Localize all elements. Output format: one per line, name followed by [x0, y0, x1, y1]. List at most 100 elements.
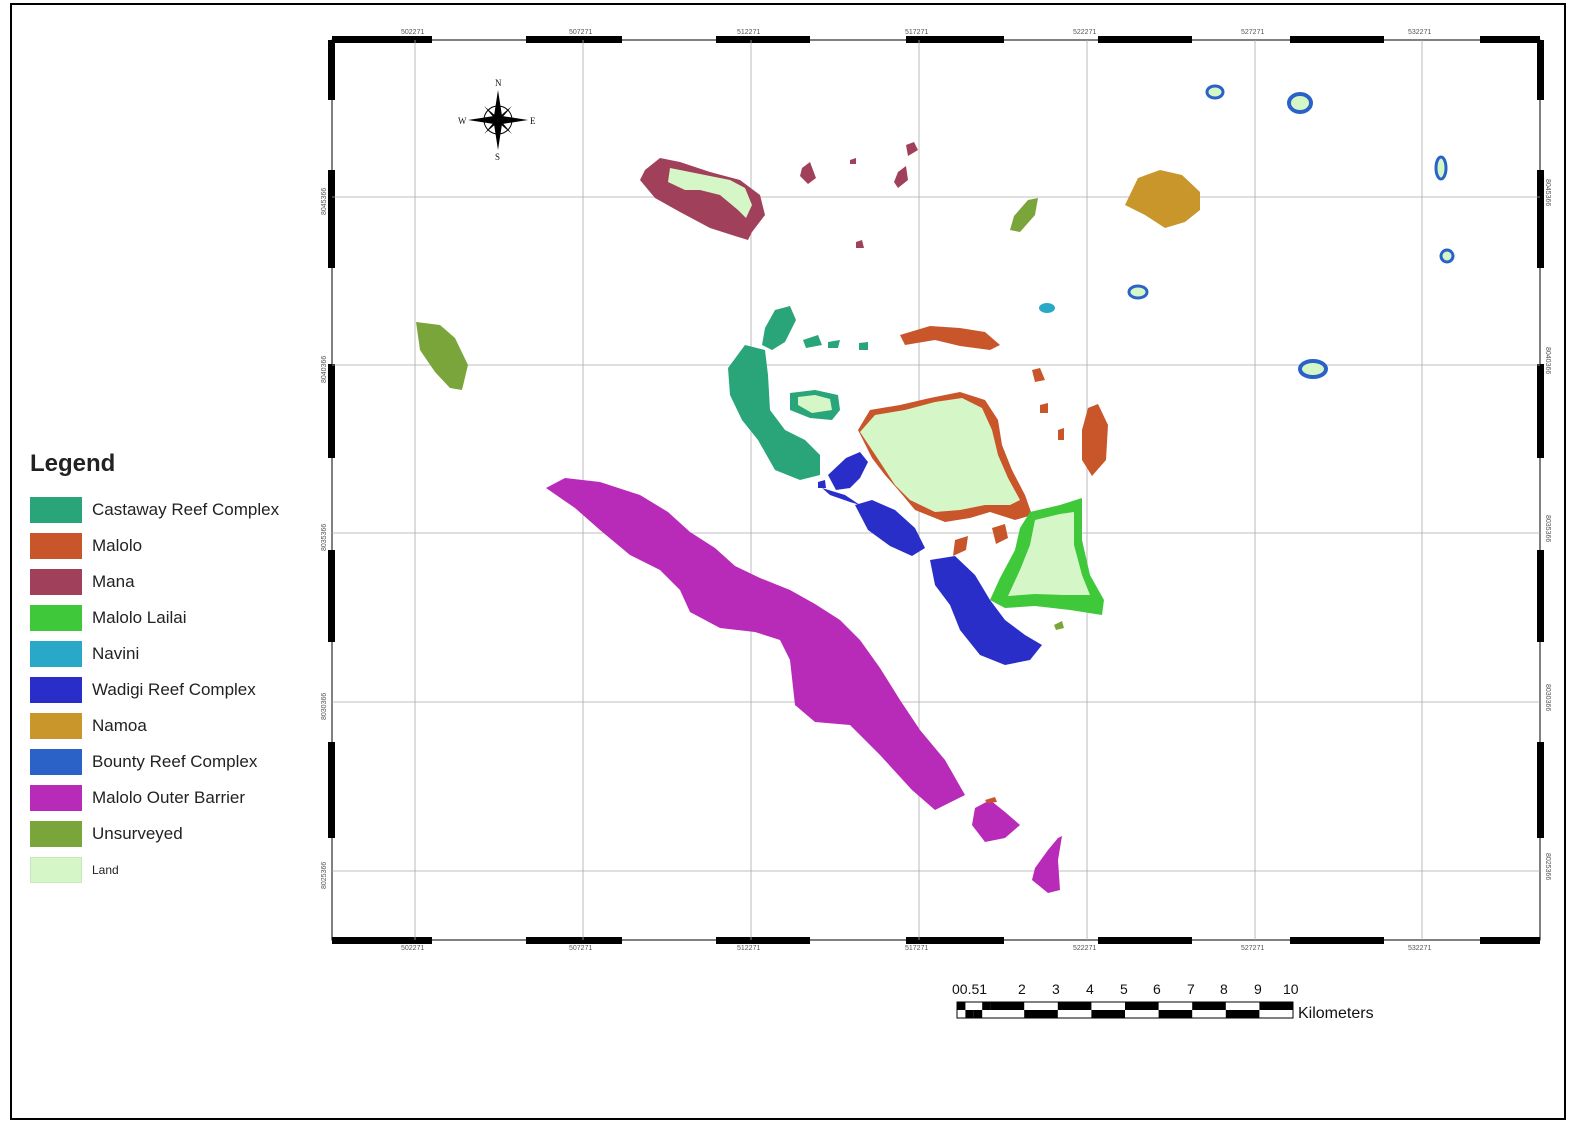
legend-label: Unsurveyed — [92, 824, 183, 843]
legend: Legend Castaway Reef Complex Malolo Mana Ma… — [30, 450, 320, 888]
feature-malolo-land — [860, 398, 1020, 512]
feature-wadigi-reef-4 — [855, 500, 925, 556]
feature-malolo-lailai-land — [1008, 512, 1090, 596]
neatline-check — [328, 742, 335, 838]
easting-label: 532271 — [1408, 29, 1431, 36]
neatline-check — [1098, 36, 1192, 43]
easting-label: 522271 — [1073, 29, 1096, 36]
scale-bar-label: 00.51 — [952, 981, 987, 997]
scale-bar-segment — [1158, 1010, 1193, 1018]
feature-malolo-outer-barrier-tip — [1032, 836, 1062, 893]
legend-label: Castaway Reef Complex — [92, 500, 280, 519]
neatline-check — [716, 36, 810, 43]
legend-item: Namoa — [30, 708, 320, 744]
legend-item: Mana — [30, 564, 320, 600]
easting-label: 502271 — [401, 945, 424, 952]
feature-castaway-small — [803, 335, 822, 348]
easting-label: 522271 — [1073, 945, 1096, 952]
neatline-check — [526, 937, 622, 944]
legend-label: Land — [92, 863, 119, 877]
feature-malolo-patch-4 — [953, 536, 968, 556]
neatline-check — [1537, 40, 1544, 100]
scale-bar-label: 3 — [1052, 981, 1060, 997]
legend-swatch — [30, 713, 82, 739]
northing-label: 8030366 — [321, 693, 328, 720]
easting-label: 517271 — [905, 29, 928, 36]
scale-bar: 00.51 2 3 4 5 6 7 8 9 10 Kilometers — [952, 981, 1374, 1022]
neatline-check — [1537, 742, 1544, 838]
northing-label: 8035366 — [1544, 515, 1551, 542]
feature-castaway-island-land — [798, 395, 832, 413]
feature-wadigi-reef-3 — [822, 488, 860, 505]
neatline-check — [328, 364, 335, 458]
legend-swatch — [30, 677, 82, 703]
legend-label: Navini — [92, 644, 140, 663]
northing-label: 8045366 — [1544, 179, 1551, 206]
neatline-check — [332, 937, 432, 944]
neatline-check — [1537, 364, 1544, 458]
scale-bar-segment — [1057, 1002, 1092, 1010]
scale-bar-label: 9 — [1254, 981, 1262, 997]
feature-malolo-north-reef — [900, 326, 1000, 350]
scale-bar-segment — [957, 1002, 966, 1010]
neatline-check — [1290, 36, 1384, 43]
easting-label: 507271 — [569, 29, 592, 36]
feature-castaway-reef-north — [762, 306, 796, 350]
neatline-check — [1537, 550, 1544, 642]
legend-swatch — [30, 749, 82, 775]
scale-bar-label: 7 — [1187, 981, 1195, 997]
feature-castaway-small-2 — [828, 340, 840, 348]
legend-item: Malolo Lailai — [30, 600, 320, 636]
feature-malolo-patch-3 — [1058, 428, 1064, 440]
feature-mana-patch-1 — [800, 162, 816, 184]
compass-east-label: E — [530, 116, 536, 126]
easting-label: 527271 — [1241, 29, 1264, 36]
legend-item: Bounty Reef Complex — [30, 744, 320, 780]
easting-label: 512271 — [737, 945, 760, 952]
legend-swatch — [30, 569, 82, 595]
neatline-check — [906, 36, 1004, 43]
feature-wadigi-reef-1 — [828, 452, 868, 490]
feature-malolo-outer-barrier — [546, 478, 965, 810]
neatline-check — [332, 36, 432, 43]
easting-label: 502271 — [401, 29, 424, 36]
feature-unsurveyed-west — [416, 322, 468, 390]
feature-malolo-patch-1 — [1032, 368, 1045, 382]
neatline-check — [906, 937, 1004, 944]
northing-label: 8035366 — [321, 524, 328, 551]
legend-title: Legend — [30, 450, 116, 477]
feature-malolo-patch-5 — [992, 524, 1008, 544]
legend-swatch — [30, 785, 82, 811]
legend-swatch — [30, 821, 82, 847]
legend-swatch — [30, 605, 82, 631]
scale-bar-segment — [1259, 1002, 1293, 1010]
scale-bar-segment — [990, 1002, 1025, 1010]
legend-item: Wadigi Reef Complex — [30, 672, 320, 708]
neatline-check — [1537, 170, 1544, 268]
feature-bounty-reefs — [1127, 84, 1455, 379]
neatline-check — [716, 937, 810, 944]
feature-mana-patch-3 — [906, 142, 918, 156]
legend-swatch — [30, 497, 82, 523]
legend-label: Bounty Reef Complex — [92, 752, 258, 771]
feature-mana-patch-5 — [856, 240, 864, 248]
feature-namoa — [1125, 170, 1200, 228]
compass-north-label: N — [495, 78, 502, 88]
scale-bar-segment — [1024, 1010, 1058, 1018]
feature-malolo-east-reef — [1082, 404, 1108, 476]
feature-small-patch — [985, 797, 997, 803]
easting-label: 512271 — [737, 29, 760, 36]
legend-swatch — [30, 857, 82, 883]
scale-bar-label: 8 — [1220, 981, 1228, 997]
feature-wadigi-reef-2 — [818, 480, 826, 488]
northing-label: 8030366 — [1544, 684, 1551, 711]
northing-label: 8025366 — [321, 862, 328, 889]
scale-bar-label: 6 — [1153, 981, 1161, 997]
neatline-check — [1098, 937, 1192, 944]
feature-castaway-reef — [728, 345, 820, 480]
grid-tick-labels: 502271 502271 507271 507271 512271 512271 5172… — [321, 29, 1551, 952]
feature-wadigi-reef-5 — [930, 556, 1042, 665]
scale-bar-label: 5 — [1120, 981, 1128, 997]
neatline-check — [526, 36, 622, 43]
